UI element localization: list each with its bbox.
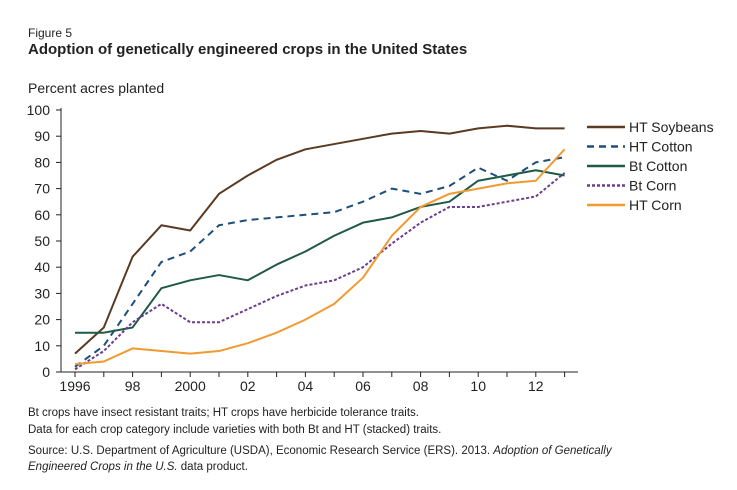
x-tick-label: 08 [413, 378, 429, 394]
y-tick-label: 10 [34, 338, 50, 354]
legend-label-ht-soybeans: HT Soybeans [629, 119, 714, 135]
x-tick-label: 04 [298, 378, 314, 394]
y-tick-label: 60 [34, 207, 50, 223]
chart-title: Adoption of genetically engineered crops… [28, 41, 468, 58]
y-tick-label: 80 [34, 154, 50, 170]
figure-label: Figure 5 [28, 26, 73, 40]
y-tick-label: 30 [34, 285, 50, 301]
x-tick-label: 1996 [59, 378, 90, 394]
source-line-2: Engineered Crops in the U.S. data produc… [28, 461, 248, 473]
y-tick-label: 0 [42, 364, 50, 380]
note-line-1: Bt crops have insect resistant traits; H… [28, 407, 419, 419]
source-title-2: Engineered Crops in the U.S. [28, 461, 178, 473]
line-chart: 0 10 20 30 40 50 60 70 80 90 100 1996 98 2000 02 04 06 08… [27, 102, 714, 394]
source-suffix: data product. [177, 461, 248, 473]
note-line-2: Data for each crop category include vari… [28, 424, 442, 436]
series-line-ht-soybeans [74, 124, 565, 355]
source-line-1: Source: U.S. Department of Agriculture (… [28, 445, 612, 457]
y-tick-label: 100 [27, 102, 51, 118]
x-tick-label: 2000 [175, 378, 206, 394]
y-tick-label: 50 [34, 233, 50, 249]
series-line-ht-cotton [74, 156, 565, 368]
source-prefix: Source: U.S. Department of Agriculture (… [28, 445, 494, 457]
legend-label-bt-cotton: Bt Cotton [629, 158, 687, 174]
series-line-bt-corn [74, 172, 566, 371]
legend-label-ht-corn: HT Corn [629, 197, 682, 213]
legend-label-ht-cotton: HT Cotton [629, 139, 693, 155]
series-line-ht-corn [74, 148, 566, 366]
y-axis-label: Percent acres planted [28, 80, 165, 96]
y-tick-label: 90 [34, 128, 50, 144]
y-tick-label: 40 [34, 259, 50, 275]
series-line-bt-cotton [75, 169, 565, 334]
x-tick-label: 98 [125, 378, 141, 394]
x-tick-label: 10 [470, 378, 486, 394]
y-tick-label: 20 [34, 312, 50, 328]
x-tick-label: 12 [528, 378, 544, 394]
y-tick-label: 70 [34, 181, 50, 197]
source-title-1: Adoption of Genetically [493, 445, 612, 457]
legend-label-bt-corn: Bt Corn [629, 178, 676, 194]
x-tick-label: 02 [240, 378, 256, 394]
x-tick-label: 06 [355, 378, 371, 394]
